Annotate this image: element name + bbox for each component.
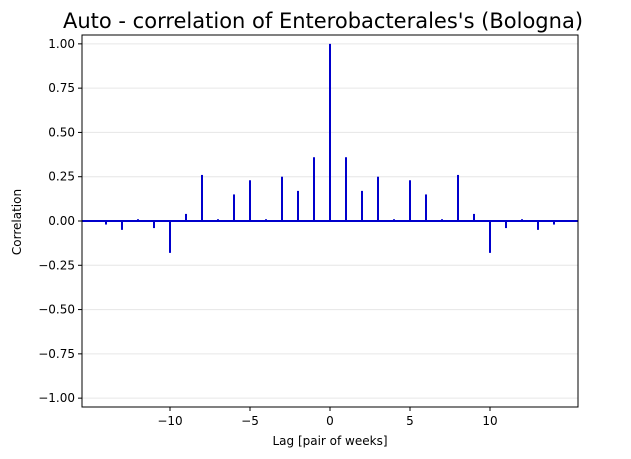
y-tick-label: 0.75 bbox=[48, 81, 75, 95]
y-axis-ticks: 1.00 0.75 0.50 0.25 0.00 −0.25 −0.50 −0.75 −1.00 bbox=[38, 37, 82, 405]
x-axis-label: Lag [pair of weeks] bbox=[272, 434, 387, 448]
y-tick-label: 0.25 bbox=[48, 170, 75, 184]
x-tick-label: 5 bbox=[406, 414, 414, 428]
y-tick-label: 0.50 bbox=[48, 125, 75, 139]
x-tick-label: −5 bbox=[241, 414, 259, 428]
y-tick-label: −1.00 bbox=[38, 391, 75, 405]
y-tick-label: −0.75 bbox=[38, 347, 75, 361]
x-axis-ticks: −10 −5 0 5 10 bbox=[157, 407, 498, 428]
stems bbox=[105, 43, 555, 253]
y-axis-label: Correlation bbox=[10, 189, 24, 255]
y-tick-label: 0.00 bbox=[48, 214, 75, 228]
chart-title: Auto - correlation of Enterobacterales's… bbox=[63, 9, 583, 33]
y-tick-label: −0.50 bbox=[38, 303, 75, 317]
x-tick-label: 0 bbox=[326, 414, 334, 428]
x-tick-label: −10 bbox=[157, 414, 182, 428]
y-tick-label: −0.25 bbox=[38, 258, 75, 272]
y-tick-label: 1.00 bbox=[48, 37, 75, 51]
x-tick-label: 10 bbox=[482, 414, 497, 428]
